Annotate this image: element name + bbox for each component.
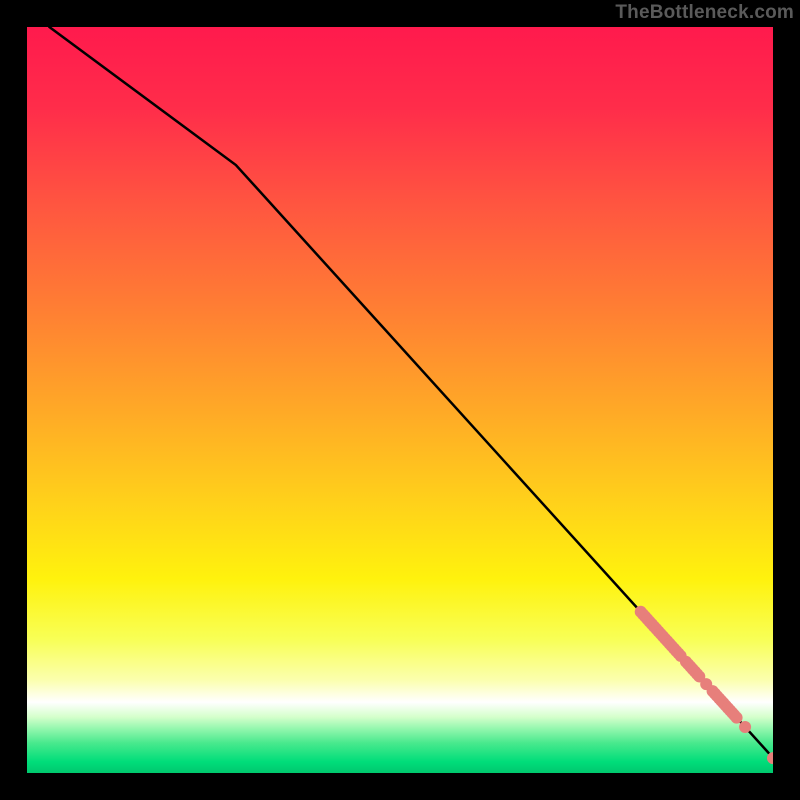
chart-overlay [27, 27, 773, 773]
bottleneck-curve [49, 27, 768, 753]
attribution-label: TheBottleneck.com [615, 2, 794, 24]
canvas-frame: TheBottleneck.com [0, 0, 800, 800]
data-marker [731, 712, 743, 724]
plot-area [27, 27, 773, 773]
data-marker [739, 721, 751, 733]
